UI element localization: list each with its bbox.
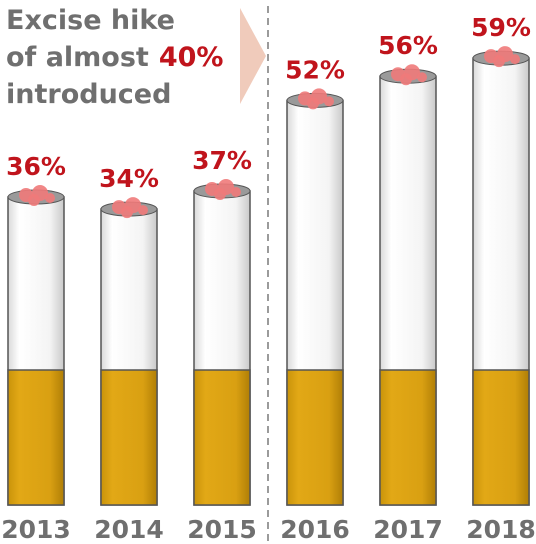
cigarette-filter <box>286 369 344 506</box>
annotation: of almost 40% <box>6 42 223 73</box>
value-label: 56% <box>378 31 438 60</box>
ember <box>214 187 226 200</box>
ember <box>510 54 520 65</box>
value-label: 52% <box>285 55 345 84</box>
cigarette-filter <box>193 369 251 506</box>
arrow <box>240 8 266 104</box>
cigarette-filter <box>472 369 530 506</box>
ember <box>231 186 241 197</box>
x-tick-label: 2013 <box>1 515 71 544</box>
x-tick-label: 2018 <box>466 515 536 544</box>
x-tick-label: 2014 <box>94 515 164 544</box>
x-tick-label: 2015 <box>187 515 257 544</box>
annotation: of almost <box>6 42 149 73</box>
ember <box>121 206 133 219</box>
ember <box>493 55 505 68</box>
value-label: 37% <box>192 146 252 175</box>
cigarette-filter <box>100 369 158 506</box>
cigarette-filter <box>7 369 65 506</box>
cigarette-filter <box>379 369 437 506</box>
value-label: 34% <box>99 164 159 193</box>
x-tick-label: 2017 <box>373 515 443 544</box>
annotation: Excise hike <box>6 5 175 36</box>
ember <box>417 72 427 83</box>
value-label: 36% <box>6 152 66 181</box>
annotation-highlight: 40% <box>159 42 224 73</box>
ember <box>138 205 148 216</box>
ember <box>324 96 334 107</box>
ember <box>28 194 40 207</box>
value-label: 59% <box>471 13 531 42</box>
ember <box>400 73 412 86</box>
annotation: introduced <box>6 79 171 110</box>
ember <box>307 97 319 110</box>
ember <box>45 193 55 204</box>
x-tick-label: 2016 <box>280 515 350 544</box>
